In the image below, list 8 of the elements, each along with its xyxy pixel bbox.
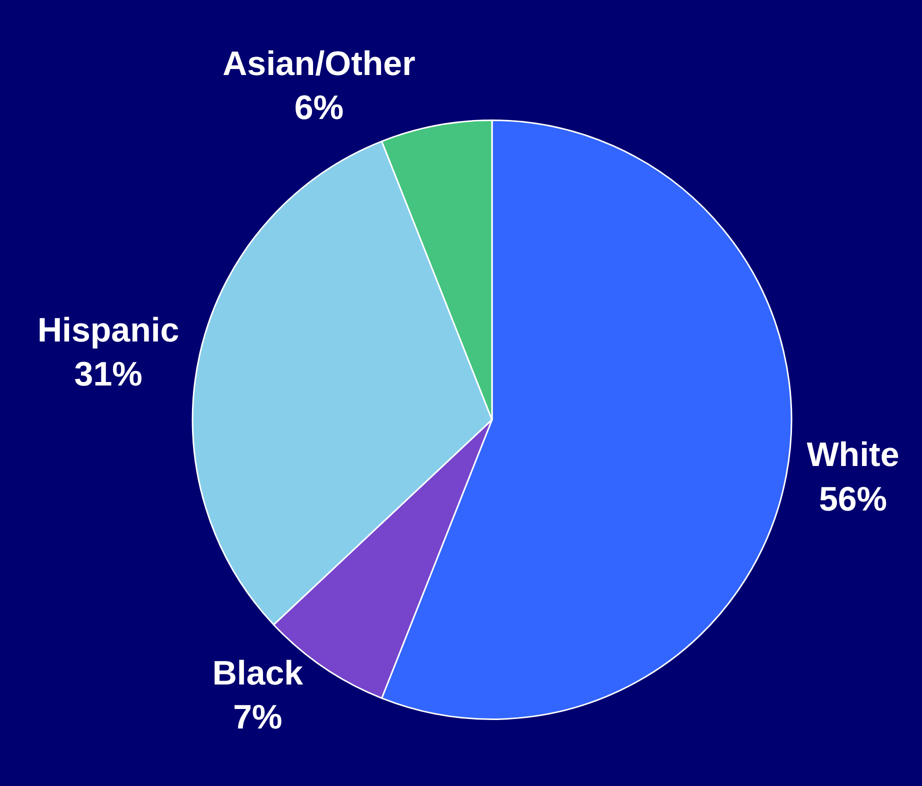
data-label: 56% [818,480,888,518]
slice-label: Asian/Other [222,44,416,83]
slice-label: Black [212,654,304,692]
slice-label: White [806,436,900,474]
data-label: 31% [74,356,142,394]
data-label: 7% [233,698,282,737]
data-label: 6% [294,89,344,128]
slice-label: Hispanic [37,311,180,350]
